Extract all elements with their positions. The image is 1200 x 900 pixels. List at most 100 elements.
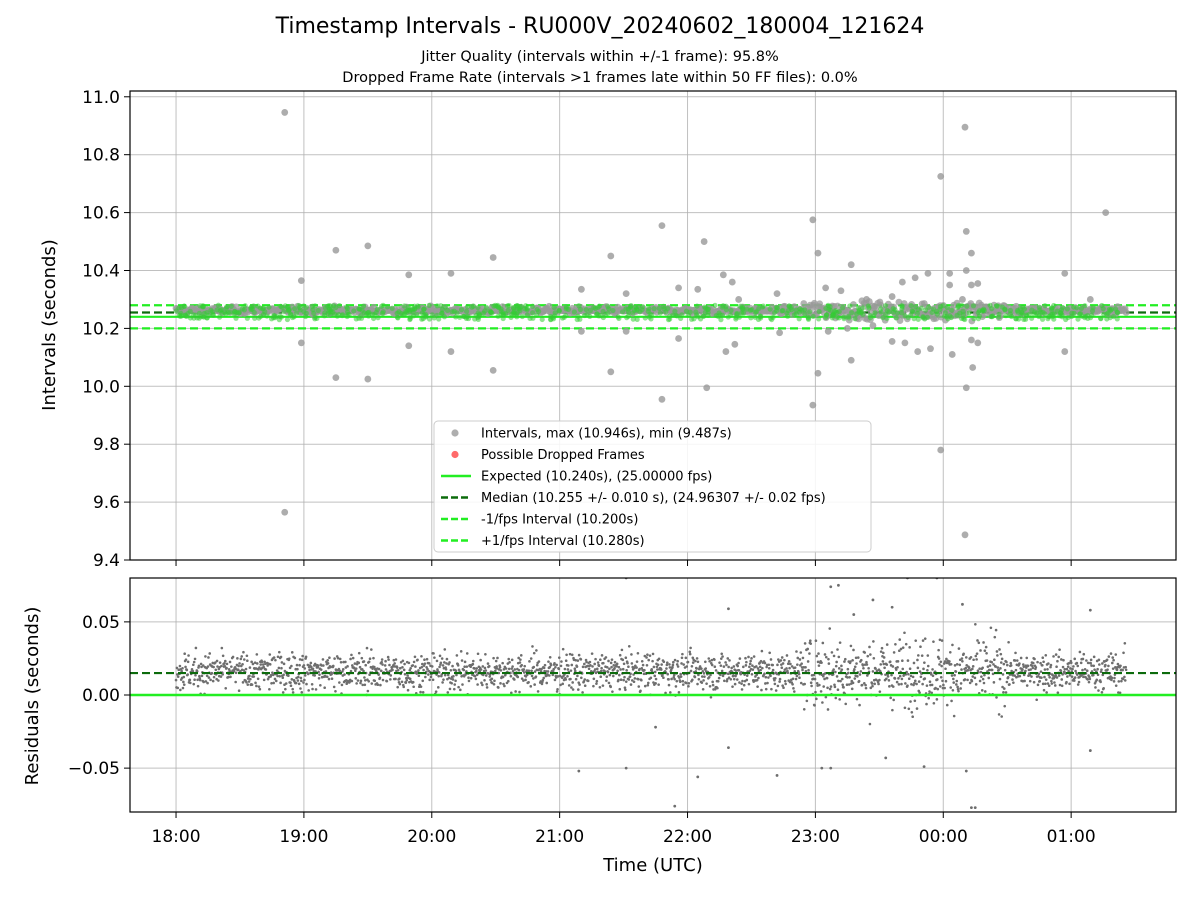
residual-point xyxy=(281,676,285,680)
residual-point xyxy=(1050,682,1054,685)
interval-outlier-point xyxy=(937,173,945,180)
residual-point xyxy=(728,659,731,662)
residual-point xyxy=(306,672,310,676)
residual-point xyxy=(275,669,279,672)
residual-point xyxy=(917,654,920,657)
residual-point xyxy=(308,668,311,672)
interval-point-in-range xyxy=(1075,316,1081,322)
residual-point xyxy=(199,662,203,666)
residual-point xyxy=(846,667,850,671)
interval-point-in-range xyxy=(930,306,937,312)
interval-point-in-range xyxy=(530,315,536,321)
residual-point xyxy=(274,658,277,662)
residual-point xyxy=(962,652,965,656)
interval-point-in-range xyxy=(519,313,525,320)
residual-point xyxy=(234,680,237,684)
residual-point xyxy=(227,675,230,679)
residual-point xyxy=(441,681,444,684)
residual-point xyxy=(731,685,734,688)
residual-point xyxy=(640,678,643,682)
residual-point xyxy=(365,646,369,650)
residual-point xyxy=(615,662,619,666)
residual-point xyxy=(432,652,435,655)
residual-point xyxy=(853,668,856,671)
residual-point xyxy=(1031,666,1035,670)
interval-point-in-range xyxy=(1110,313,1117,320)
residual-point xyxy=(973,676,977,680)
residual-point xyxy=(882,651,885,655)
residual-point xyxy=(255,662,259,665)
residual-point xyxy=(354,667,358,670)
residual-point xyxy=(573,669,577,673)
residual-point xyxy=(1053,681,1056,684)
residual-point xyxy=(832,668,835,671)
interval-point-in-range xyxy=(284,316,291,323)
interval-point-in-range xyxy=(453,314,459,320)
residual-point xyxy=(964,666,968,670)
interval-point-in-range xyxy=(913,304,919,310)
residual-point xyxy=(684,681,688,685)
residual-point xyxy=(621,667,625,671)
residual-point xyxy=(925,684,929,687)
residual-point xyxy=(455,673,458,677)
residual-point xyxy=(557,667,561,671)
residual-point xyxy=(645,663,649,667)
interval-point-in-range xyxy=(996,314,1002,320)
residual-point xyxy=(1054,674,1058,677)
residual-point xyxy=(1060,658,1063,661)
interval-point-in-range xyxy=(561,314,567,320)
residual-point xyxy=(703,675,706,678)
residual-point xyxy=(965,664,969,667)
residual-point xyxy=(301,654,304,658)
residual-point xyxy=(1113,676,1116,680)
residual-point xyxy=(748,662,752,666)
residual-point xyxy=(1042,688,1046,692)
residual-point xyxy=(476,683,479,686)
residual-point xyxy=(682,663,686,666)
residual-point xyxy=(627,678,631,681)
residual-point xyxy=(919,645,922,649)
interval-point-in-range xyxy=(587,313,593,319)
residual-point xyxy=(948,660,951,663)
residual-point xyxy=(653,670,657,674)
residual-point xyxy=(533,670,537,673)
residual-point xyxy=(574,658,577,662)
interval-point-in-range xyxy=(257,305,264,311)
residual-point xyxy=(1058,648,1061,651)
residual-point xyxy=(930,691,934,695)
residual-point xyxy=(392,658,396,662)
interval-point-in-range xyxy=(551,313,557,319)
residual-point xyxy=(927,696,930,700)
legend-marker xyxy=(451,429,459,437)
residual-point xyxy=(854,656,858,660)
residual-point xyxy=(485,686,489,689)
residual-point xyxy=(287,657,291,660)
residual-point xyxy=(219,675,223,678)
interval-outlier-point xyxy=(1086,296,1094,303)
residual-point xyxy=(503,684,506,688)
residual-point xyxy=(548,655,552,659)
interval-point-in-range xyxy=(884,315,890,321)
interval-point-in-range xyxy=(816,316,822,322)
residual-point xyxy=(479,658,482,662)
residual-point xyxy=(597,664,601,668)
residual-point xyxy=(346,665,349,668)
residual-point xyxy=(726,672,730,676)
residual-point xyxy=(904,682,907,685)
residual-point xyxy=(1097,658,1101,662)
residual-point xyxy=(494,669,497,673)
residual-point xyxy=(858,703,861,707)
residual-point xyxy=(769,658,773,661)
residual-point xyxy=(246,683,250,686)
residual-point xyxy=(567,664,570,667)
interval-point-in-range xyxy=(892,307,898,313)
residual-point xyxy=(1034,665,1038,669)
residual-point xyxy=(1119,664,1122,668)
residual-point xyxy=(198,674,201,678)
residual-point xyxy=(571,688,575,691)
residual-point xyxy=(218,661,222,664)
residual-point xyxy=(902,674,905,677)
interval-outlier-point xyxy=(962,228,970,235)
interval-outlier-point xyxy=(843,324,851,332)
